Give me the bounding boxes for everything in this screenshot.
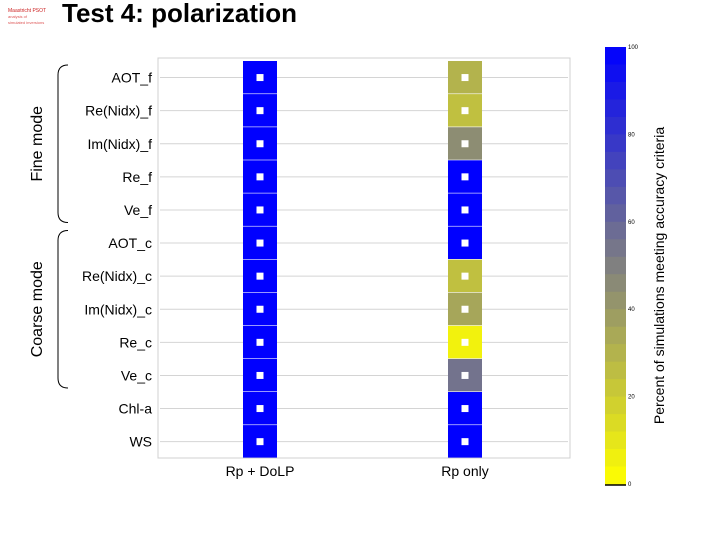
logo-line-3: simulated inversions <box>8 20 45 25</box>
group-label: Fine mode <box>29 106 46 182</box>
y-tick-label: WS <box>129 434 152 450</box>
colorbar-band <box>605 396 626 415</box>
cell-marker <box>256 338 264 346</box>
colorbar-band <box>605 134 626 153</box>
colorbar-band <box>605 326 626 345</box>
x-tick-label: Rp + DoLP <box>226 463 295 479</box>
y-tick-label: Chl-a <box>119 401 153 417</box>
colorbar-band <box>605 309 626 328</box>
colorbar-band <box>605 151 626 170</box>
cell-marker <box>256 206 264 214</box>
y-tick-label: Im(Nidx)_f <box>87 136 152 152</box>
logo-line-2: analysis of <box>8 14 27 19</box>
y-tick-label: Im(Nidx)_c <box>84 301 152 317</box>
cell-marker <box>256 140 264 148</box>
x-tick-labels: Rp + DoLP Rp only <box>226 463 489 479</box>
colorbar: 0 20 40 60 80 100 Percent of simulations meeti… <box>605 45 667 488</box>
logo: Maastricht PSOT analysis of simulated in… <box>8 8 56 34</box>
cell-marker <box>256 305 264 313</box>
colorbar-tick-label: 80 <box>628 132 635 138</box>
y-tick-labels: AOT_f Re(Nidx)_f Im(Nidx)_f Re_f Ve_f AOT_c Re… <box>82 70 152 450</box>
colorbar-title: Percent of simulations meeting accuracy … <box>651 127 667 424</box>
colorbar-tick-label: 0 <box>628 482 632 488</box>
cell-marker <box>461 173 469 181</box>
grid-lines <box>160 77 568 443</box>
cell-marker <box>256 74 264 82</box>
cell-marker <box>256 107 264 115</box>
colorbar-band <box>605 361 626 380</box>
colorbar-tick-label: 60 <box>628 220 635 226</box>
cell-marker <box>461 74 469 82</box>
colorbar-band <box>605 431 626 450</box>
group-label: Coarse mode <box>29 261 46 357</box>
colorbar-tick-label: 40 <box>628 307 635 313</box>
x-tick-label: Rp only <box>441 463 488 479</box>
y-tick-label: Ve_c <box>121 367 152 383</box>
cell-marker <box>461 107 469 115</box>
y-tick-label: Re(Nidx)_f <box>85 103 152 119</box>
colorbar-band <box>605 221 626 240</box>
group-bracket <box>57 64 69 223</box>
colorbar-band <box>605 449 626 468</box>
colorbar-band <box>605 274 626 293</box>
cell-marker <box>256 239 264 247</box>
logo-line-1: Maastricht PSOT <box>8 8 47 14</box>
colorbar-band <box>605 239 626 258</box>
y-tick-label: Re_f <box>122 169 152 185</box>
cell-marker <box>461 338 469 346</box>
colorbar-band <box>605 99 626 118</box>
colorbar-band <box>605 81 626 100</box>
y-tick-label: Re_c <box>119 334 152 350</box>
colorbar-band <box>605 414 626 433</box>
cell-marker <box>461 239 469 247</box>
colorbar-band <box>605 186 626 205</box>
colorbar-tick-label: 20 <box>628 395 635 401</box>
cell-marker <box>256 405 264 413</box>
colorbar-band <box>605 379 626 398</box>
y-tick-label: Re(Nidx)_c <box>82 268 152 284</box>
colorbar-tick-label: 100 <box>628 45 639 51</box>
y-tick-label: AOT_f <box>112 70 153 86</box>
colorbar-band <box>605 169 626 188</box>
cell-marker <box>461 371 469 379</box>
group-brackets: Fine mode Coarse mode <box>29 64 69 389</box>
page-title: Test 4: polarization <box>62 0 297 28</box>
cell-marker <box>461 140 469 148</box>
y-tick-label: Ve_f <box>124 202 152 218</box>
colorbar-band <box>605 466 626 485</box>
cell-marker <box>256 438 264 446</box>
cell-marker <box>461 305 469 313</box>
cell-marker <box>461 438 469 446</box>
plot-frame <box>157 57 571 459</box>
colorbar-band <box>605 204 626 223</box>
cell-marker <box>256 371 264 379</box>
colorbar-band <box>605 64 626 83</box>
colorbar-band <box>605 291 626 310</box>
colorbar-band <box>605 116 626 135</box>
cell-marker <box>461 206 469 214</box>
heatmap-cells <box>243 61 482 458</box>
cell-marker <box>256 272 264 280</box>
cell-marker <box>461 405 469 413</box>
colorbar-band <box>605 256 626 275</box>
cell-marker <box>461 272 469 280</box>
colorbar-band <box>605 344 626 363</box>
colorbar-band <box>605 47 626 65</box>
group-bracket <box>57 230 69 389</box>
y-tick-label: AOT_c <box>108 235 152 251</box>
cell-marker <box>256 173 264 181</box>
